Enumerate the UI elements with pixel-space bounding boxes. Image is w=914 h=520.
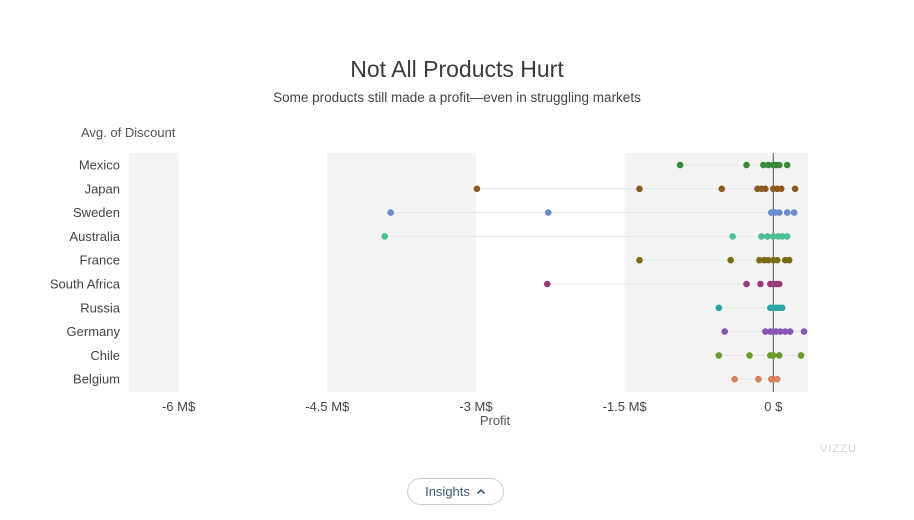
data-point bbox=[757, 280, 764, 288]
data-point bbox=[773, 256, 781, 264]
y-tick-label: Germany bbox=[67, 324, 121, 339]
data-point bbox=[776, 328, 784, 335]
data-point bbox=[718, 185, 726, 193]
data-point bbox=[800, 328, 808, 335]
chart-plot: Mexico Japan Sweden Australia France South Af… bbox=[50, 153, 808, 414]
insights-button[interactable]: Insights bbox=[407, 478, 504, 505]
data-point bbox=[773, 375, 781, 383]
data-point bbox=[387, 209, 394, 216]
y-tick-label: South Africa bbox=[50, 277, 121, 292]
data-point bbox=[778, 233, 786, 240]
y-tick-label: Australia bbox=[69, 229, 120, 244]
data-point bbox=[777, 185, 785, 193]
data-point bbox=[778, 304, 786, 312]
x-tick-label: 0 $ bbox=[764, 399, 783, 414]
data-point bbox=[731, 375, 738, 383]
chart-title: Not All Products Hurt bbox=[350, 56, 564, 82]
data-point bbox=[762, 328, 769, 335]
data-point bbox=[760, 161, 767, 169]
y-tick-label: Japan bbox=[85, 181, 120, 196]
insights-button-label: Insights bbox=[425, 484, 470, 499]
shaded-band-1 bbox=[327, 153, 476, 392]
x-tick-label: -6 M$ bbox=[162, 399, 196, 414]
y-tick-label: Belgium bbox=[73, 372, 120, 387]
data-point bbox=[775, 161, 783, 169]
data-point bbox=[785, 256, 793, 264]
y-tick-labels: Mexico Japan Sweden Australia France South Af… bbox=[50, 158, 121, 387]
data-point bbox=[791, 185, 799, 193]
shaded-bands bbox=[129, 153, 808, 392]
data-point bbox=[783, 233, 791, 240]
data-point bbox=[721, 328, 729, 335]
y-tick-label: Chile bbox=[90, 348, 120, 363]
y-tick-label: Russia bbox=[80, 300, 121, 315]
data-point bbox=[770, 352, 777, 359]
data-points bbox=[381, 161, 808, 383]
data-point bbox=[758, 233, 765, 240]
chevron-up-icon bbox=[476, 488, 485, 494]
data-point bbox=[770, 233, 777, 240]
shaded-band-2 bbox=[624, 153, 808, 392]
data-point bbox=[765, 256, 772, 264]
data-point bbox=[381, 233, 389, 240]
x-axis-title: Profit bbox=[479, 413, 511, 428]
data-point bbox=[715, 304, 723, 312]
x-tick-label: -4.5 M$ bbox=[305, 399, 350, 414]
data-point bbox=[746, 352, 753, 359]
data-point bbox=[473, 185, 481, 193]
data-point bbox=[756, 256, 763, 264]
chart-subtitle: Some products still made a profit—even i… bbox=[273, 90, 641, 105]
data-point bbox=[743, 280, 750, 288]
data-point bbox=[783, 161, 791, 169]
x-tick-label: -3 M$ bbox=[459, 399, 493, 414]
data-point bbox=[636, 185, 643, 193]
data-point bbox=[790, 209, 798, 216]
y-tick-label: Mexico bbox=[79, 158, 120, 173]
y-tick-label: France bbox=[80, 253, 120, 268]
data-point bbox=[727, 256, 734, 264]
data-point bbox=[715, 352, 723, 359]
data-point bbox=[544, 209, 552, 216]
data-point bbox=[764, 233, 771, 240]
data-point bbox=[755, 375, 762, 383]
data-point bbox=[676, 161, 684, 169]
data-point bbox=[781, 328, 789, 335]
data-point bbox=[775, 280, 783, 288]
data-point bbox=[765, 161, 772, 169]
data-point bbox=[762, 185, 769, 193]
data-point bbox=[775, 209, 783, 216]
data-point bbox=[636, 256, 643, 264]
data-point bbox=[797, 352, 805, 359]
shaded-band-0 bbox=[129, 153, 179, 392]
data-point bbox=[729, 233, 736, 240]
x-tick-label: -1.5 M$ bbox=[603, 399, 648, 414]
data-point bbox=[775, 352, 783, 359]
data-point bbox=[783, 209, 791, 216]
x-tick-labels: -6 M$ -4.5 M$ -3 M$ -1.5 M$ 0 $ bbox=[162, 399, 783, 414]
watermark-logo: VIZZU bbox=[820, 443, 857, 455]
data-point bbox=[544, 280, 551, 288]
y-axis-title: Avg. of Discount bbox=[81, 125, 176, 140]
y-tick-label: Sweden bbox=[73, 205, 120, 220]
data-point bbox=[786, 328, 794, 335]
data-point bbox=[743, 161, 750, 169]
